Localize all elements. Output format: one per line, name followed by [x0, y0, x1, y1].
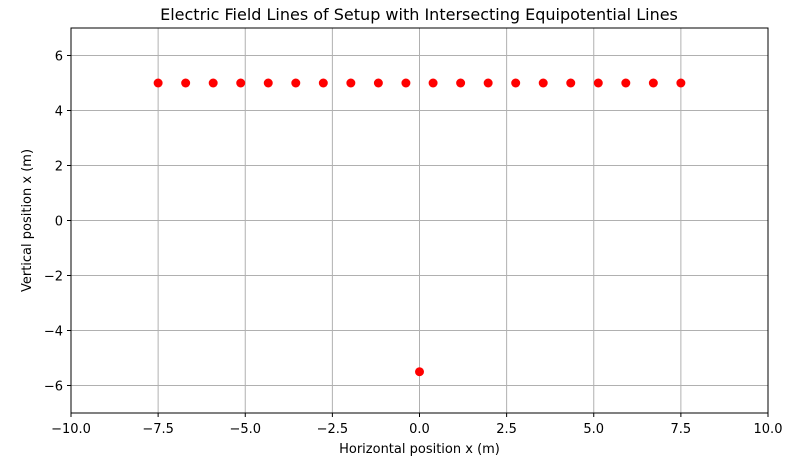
- y-tick-label: 4: [55, 105, 63, 120]
- x-tick-label: 2.5: [496, 422, 517, 437]
- y-tick-label: −2: [44, 270, 63, 285]
- x-tick-label: 10.0: [754, 422, 783, 437]
- data-point: [676, 78, 686, 88]
- data-point: [401, 78, 411, 88]
- x-tick-label: 5.0: [583, 422, 604, 437]
- x-tick-label: 7.5: [671, 422, 692, 437]
- x-tick-label: −7.5: [142, 422, 174, 437]
- data-point: [456, 78, 466, 88]
- y-axis-title: Vertical position x (m): [20, 149, 35, 292]
- data-point: [291, 78, 301, 88]
- data-point: [428, 78, 438, 88]
- x-tick-label: −10.0: [51, 422, 91, 437]
- data-point: [153, 78, 163, 88]
- data-point: [538, 78, 548, 88]
- y-tick-label: −4: [44, 325, 63, 340]
- data-points: [153, 78, 686, 377]
- data-point: [181, 78, 191, 88]
- data-point: [263, 78, 273, 88]
- data-point: [208, 78, 218, 88]
- data-point: [415, 367, 424, 377]
- data-point: [346, 78, 356, 88]
- data-point: [236, 78, 246, 88]
- data-point: [566, 78, 576, 88]
- x-tick-label: −5.0: [229, 422, 261, 437]
- grid-lines: [70, 28, 769, 413]
- data-point: [318, 78, 328, 88]
- x-tick-label: −2.5: [317, 422, 349, 437]
- data-point: [483, 78, 493, 88]
- y-tick-label: −6: [44, 380, 63, 395]
- x-tick-label: 0.0: [409, 422, 430, 437]
- chart-title: Electric Field Lines of Setup with Inter…: [160, 5, 678, 24]
- y-tick-label: 2: [55, 160, 63, 175]
- data-point: [648, 78, 658, 88]
- data-point: [373, 78, 383, 88]
- y-tick-label: 0: [55, 215, 63, 230]
- y-tick-label: 6: [55, 50, 63, 65]
- axis-ticks: −10.0 −7.5 −5.0 −2.5 0.0 2.5 5.0 7.5 10.0 −6 −4 −2 0…: [44, 50, 783, 438]
- x-axis-title: Horizontal position x (m): [339, 442, 500, 457]
- data-point: [593, 78, 603, 88]
- data-point: [511, 78, 521, 88]
- data-point: [621, 78, 631, 88]
